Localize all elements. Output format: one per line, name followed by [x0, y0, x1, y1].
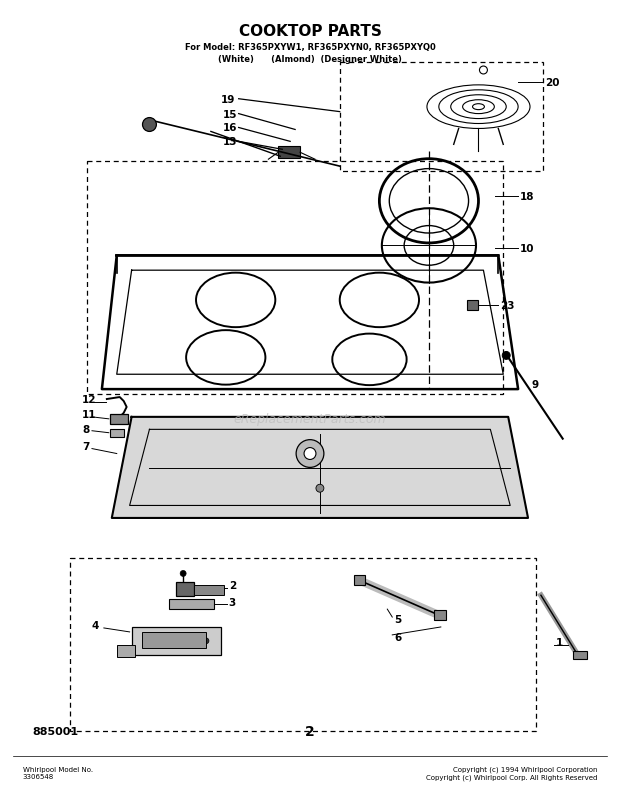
Text: 18: 18: [520, 192, 534, 202]
Text: 1: 1: [556, 637, 563, 647]
Text: 19: 19: [221, 95, 235, 104]
Bar: [353, 576, 366, 585]
Bar: [434, 610, 446, 620]
Text: 4: 4: [92, 620, 99, 630]
Bar: [278, 147, 300, 159]
Text: 12: 12: [82, 394, 97, 405]
Bar: [340, 63, 543, 172]
Bar: [117, 645, 135, 657]
Circle shape: [316, 485, 324, 492]
Text: 11: 11: [82, 410, 97, 419]
Circle shape: [188, 638, 194, 644]
Circle shape: [143, 118, 156, 132]
Circle shape: [158, 638, 164, 644]
Bar: [176, 583, 194, 597]
Text: 9: 9: [531, 380, 538, 389]
Text: 2: 2: [305, 724, 315, 738]
Text: 8: 8: [82, 424, 89, 434]
Circle shape: [502, 352, 510, 360]
Text: 6: 6: [394, 632, 402, 642]
Text: 3: 3: [229, 597, 236, 607]
Circle shape: [143, 638, 149, 644]
Bar: [573, 651, 587, 658]
Polygon shape: [112, 418, 528, 518]
Bar: [131, 627, 221, 655]
Text: 5: 5: [394, 614, 402, 624]
Bar: [87, 162, 503, 394]
Bar: [467, 300, 479, 311]
Text: For Model: RF365PXYW1, RF365PXYN0, RF365PXYQ0: For Model: RF365PXYW1, RF365PXYN0, RF365…: [185, 43, 435, 51]
Text: 15: 15: [223, 109, 237, 120]
Text: COOKTOP PARTS: COOKTOP PARTS: [239, 24, 381, 39]
Circle shape: [479, 67, 487, 75]
Text: Copyright (c) 1994 Whirlpool Corporation
Copyright (c) Whirlpool Corp. All Right: Copyright (c) 1994 Whirlpool Corporation…: [426, 766, 598, 780]
Text: Whirlpool Model No.
3306548: Whirlpool Model No. 3306548: [22, 766, 93, 779]
Text: 2: 2: [229, 581, 236, 590]
Bar: [169, 600, 214, 609]
Text: 13: 13: [223, 137, 237, 147]
Circle shape: [173, 638, 179, 644]
Text: 10: 10: [520, 244, 534, 254]
Text: eReplacementParts.com: eReplacementParts.com: [234, 413, 386, 426]
Bar: [194, 585, 224, 596]
Bar: [70, 558, 536, 731]
Circle shape: [304, 448, 316, 460]
Bar: [141, 632, 206, 648]
Text: 885001: 885001: [32, 726, 79, 736]
Bar: [110, 414, 128, 424]
Text: 23: 23: [500, 300, 515, 311]
Text: (White)      (Almond)  (Designer White): (White) (Almond) (Designer White): [218, 55, 402, 63]
Text: 20: 20: [545, 78, 559, 88]
Circle shape: [203, 638, 209, 644]
Circle shape: [296, 440, 324, 468]
Text: 7: 7: [82, 441, 89, 451]
Circle shape: [180, 571, 186, 577]
Text: 16: 16: [223, 124, 237, 133]
Bar: [110, 430, 123, 437]
